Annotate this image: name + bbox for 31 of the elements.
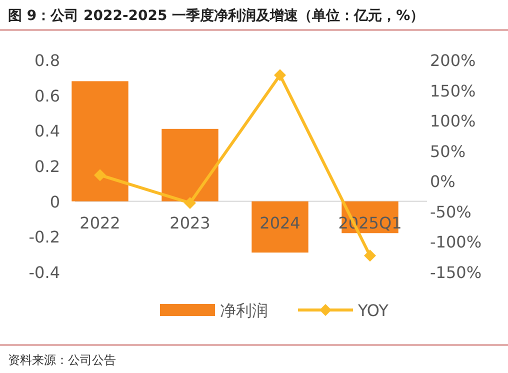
- legend-label: 净利润: [220, 301, 268, 320]
- point: [274, 69, 286, 82]
- y-tick-label: 0.2: [34, 157, 60, 176]
- y-tick-label: 0.4: [34, 122, 60, 141]
- point: [364, 250, 376, 262]
- bar: [252, 201, 308, 253]
- y-tick-label: 0.6: [34, 86, 60, 106]
- y2-tick-label: 0%: [430, 172, 456, 192]
- y2-tick-label: 150%: [430, 81, 476, 100]
- y-tick-label: 0.8: [34, 51, 60, 70]
- legend: 净利润: [160, 301, 268, 320]
- chart-title: 图 9：公司 2022-2025 一季度净利润及增速（单位：亿元，%）: [8, 7, 424, 24]
- bar: [72, 81, 128, 202]
- x-tick-label: 2023: [170, 213, 210, 232]
- y2-tick-label: 50%: [430, 142, 466, 161]
- text: 资料来源：公司公告: [8, 353, 116, 367]
- point: [184, 196, 196, 209]
- point: [94, 169, 106, 182]
- y2-tick-label: -50%: [430, 202, 472, 222]
- y-tick-label: -0.2: [28, 228, 60, 247]
- x-tick-label: 2024: [260, 213, 300, 232]
- legend-label: YOY: [357, 301, 389, 320]
- y-tick-label: 0: [50, 192, 60, 212]
- y2-tick-label: -100%: [430, 232, 482, 252]
- y2-tick-label: 200%: [430, 51, 476, 70]
- y2-tick-label: -150%: [430, 263, 482, 282]
- legend: YOY: [298, 301, 388, 320]
- x-tick-label: 2022: [80, 213, 120, 232]
- bar: [162, 128, 218, 202]
- y-tick-label: -0.4: [28, 263, 60, 282]
- y2-tick-label: 100%: [430, 112, 476, 131]
